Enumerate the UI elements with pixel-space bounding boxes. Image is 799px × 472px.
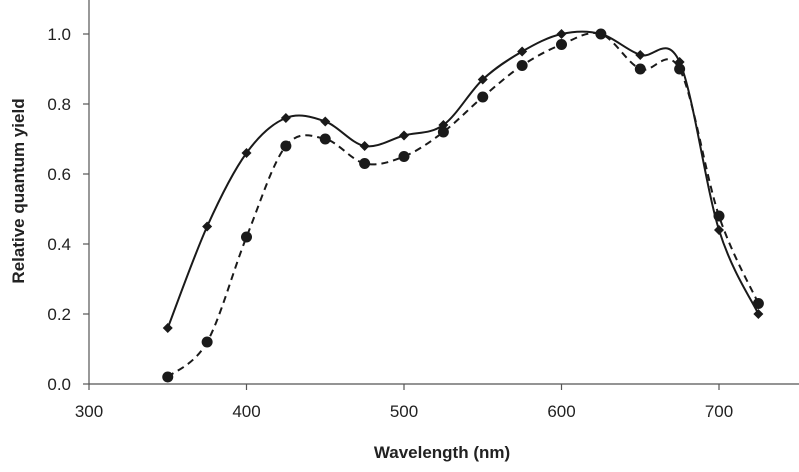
x-tick-label: 700: [705, 402, 733, 421]
series-2-point: [595, 28, 607, 40]
y-tick-label: 0.0: [47, 375, 71, 394]
y-tick-label: 0.6: [47, 165, 71, 184]
x-tick-label: 600: [547, 402, 575, 421]
series-1-point: [320, 116, 331, 127]
y-tick-label: 0.4: [47, 235, 71, 254]
series-2-point: [162, 371, 174, 383]
series-2-point: [674, 63, 686, 75]
series-2-point: [241, 231, 252, 243]
y-axis-title: Relative quantum yield: [9, 98, 28, 283]
series-1-point: [280, 113, 291, 123]
series-1-point: [359, 141, 370, 151]
series-2-point: [516, 60, 528, 71]
series-2-point: [713, 210, 725, 222]
series-2-point: [556, 39, 567, 50]
series-2-point: [752, 298, 764, 309]
series-1-point: [477, 74, 488, 85]
series-layer: [166, 30, 760, 378]
series-2-point: [280, 140, 292, 152]
series-2-point: [359, 158, 371, 169]
series-1-point: [241, 148, 252, 158]
series-1-point: [635, 50, 646, 60]
series-1-point: [399, 130, 409, 141]
series-1-point: [517, 46, 528, 57]
x-axis-title: Wavelength (nm): [374, 443, 510, 462]
x-tick-label: 500: [390, 402, 418, 421]
series-1-point: [162, 323, 173, 333]
x-tick-label: 300: [75, 402, 103, 421]
ticks-layer: 0.0 0.2 0.4 0.6 0.8 1.0 300 400 500 600 700: [47, 25, 733, 421]
series-2-point: [437, 126, 449, 138]
series-2-point: [634, 63, 646, 75]
series-2-point: [319, 133, 331, 145]
series-2-point: [201, 336, 213, 348]
axes-layer: [88, 0, 799, 385]
y-tick-label: 0.2: [47, 305, 71, 324]
markers-layer: [162, 28, 764, 383]
series-1-point: [556, 29, 567, 39]
y-tick-label: 0.8: [47, 95, 71, 114]
series-1-point: [202, 221, 213, 232]
series-1-point: [714, 225, 724, 235]
series-2-point: [477, 91, 489, 103]
series-1-point: [753, 309, 764, 319]
series-line-2: [167, 32, 760, 378]
y-tick-label: 1.0: [47, 25, 71, 44]
series-line-1: [166, 30, 760, 329]
x-tick-label: 400: [232, 402, 260, 421]
series-2-point: [398, 151, 410, 162]
